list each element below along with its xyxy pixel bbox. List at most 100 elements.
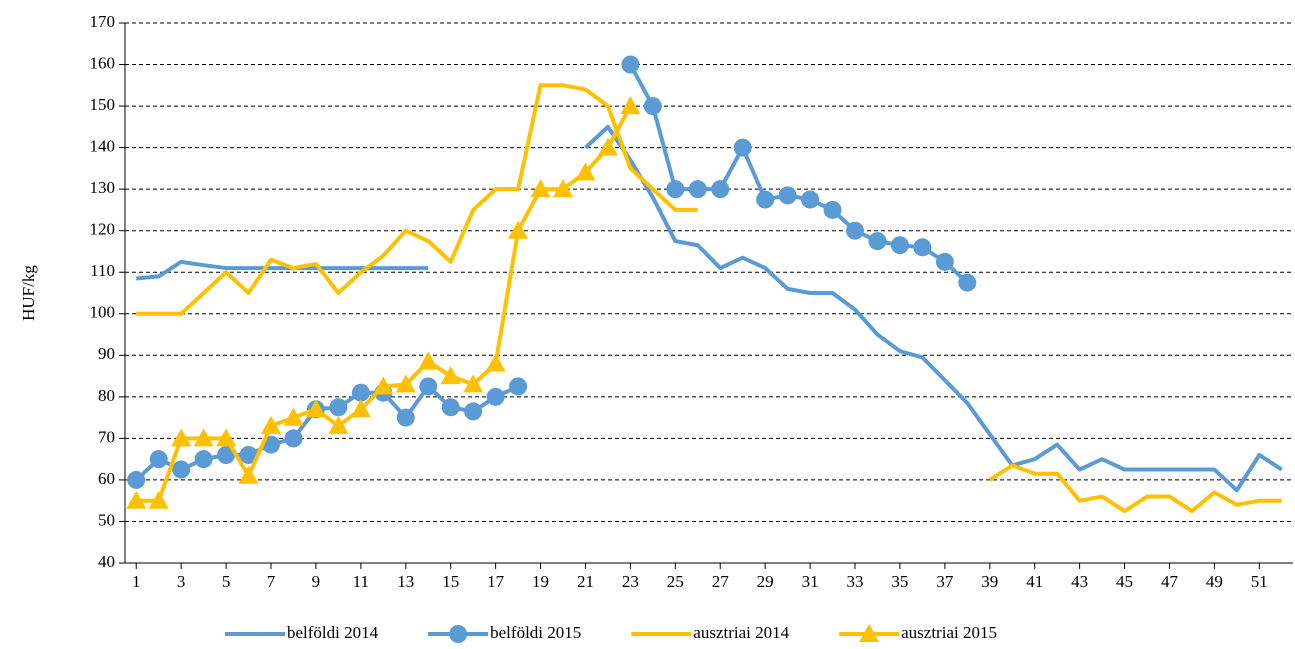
marker <box>463 374 484 393</box>
marker <box>643 97 662 116</box>
y-axis-label: HUF/kg <box>19 265 38 321</box>
x-tick-label: 15 <box>442 572 459 591</box>
x-tick-label: 45 <box>1116 572 1133 591</box>
y-tick-label: 40 <box>98 552 115 571</box>
y-tick-label: 50 <box>98 510 115 529</box>
x-tick-label: 19 <box>532 572 549 591</box>
marker <box>553 179 573 198</box>
x-tick-label: 43 <box>1071 572 1088 591</box>
x-tick-label: 51 <box>1251 572 1268 591</box>
marker <box>778 186 797 205</box>
marker <box>149 450 168 469</box>
marker <box>283 407 304 426</box>
y-tick-label: 120 <box>90 220 116 239</box>
marker <box>868 232 887 251</box>
marker <box>284 429 303 448</box>
marker <box>238 465 259 484</box>
x-tick-label: 47 <box>1161 572 1179 591</box>
marker <box>148 490 169 509</box>
marker <box>127 470 146 489</box>
x-tick-label: 5 <box>222 572 231 591</box>
x-tick-label: 35 <box>891 572 908 591</box>
marker <box>958 273 977 292</box>
y-tick-label: 140 <box>90 137 116 156</box>
y-tick-label: 70 <box>98 427 115 446</box>
marker <box>508 220 529 239</box>
marker <box>859 624 880 642</box>
marker <box>419 377 438 396</box>
marker <box>217 446 236 464</box>
marker <box>194 450 213 469</box>
marker <box>666 180 685 199</box>
marker <box>239 446 258 464</box>
legend-label: ausztriai 2015 <box>901 623 997 642</box>
x-tick-label: 23 <box>622 572 639 591</box>
legend-label: belföldi 2015 <box>490 623 581 642</box>
x-tick-label: 37 <box>936 572 954 591</box>
x-tick-label: 39 <box>981 572 998 591</box>
marker <box>620 96 641 115</box>
series-line <box>584 124 1283 493</box>
marker <box>756 190 775 209</box>
marker <box>597 137 618 156</box>
marker <box>373 376 394 395</box>
marker <box>890 236 909 255</box>
marker <box>441 398 460 417</box>
marker <box>509 377 528 396</box>
y-tick-label: 80 <box>98 386 115 405</box>
marker <box>351 383 370 402</box>
marker <box>688 180 707 199</box>
x-tick-label: 29 <box>757 572 774 591</box>
marker <box>711 180 730 199</box>
marker <box>126 490 147 509</box>
x-tick-label: 41 <box>1026 572 1043 591</box>
series-line <box>988 463 1282 514</box>
marker <box>193 428 214 447</box>
x-tick-label: 31 <box>802 572 819 591</box>
marker <box>171 428 192 447</box>
y-tick-label: 110 <box>90 261 115 280</box>
marker <box>440 366 461 385</box>
series-line <box>134 384 519 482</box>
x-tick-label: 1 <box>132 572 141 591</box>
marker <box>305 399 326 418</box>
y-tick-label: 90 <box>98 344 115 363</box>
series-line <box>136 83 698 316</box>
x-tick-label: 25 <box>667 572 684 591</box>
marker <box>329 398 348 417</box>
x-tick-label: 11 <box>353 572 369 591</box>
marker <box>350 399 371 418</box>
marker <box>913 238 932 257</box>
y-tick-label: 160 <box>90 53 116 72</box>
y-tick-label: 170 <box>90 12 116 31</box>
y-tick-label: 130 <box>90 178 116 197</box>
y-tick-label: 60 <box>98 469 115 488</box>
marker <box>172 460 191 479</box>
marker <box>801 190 820 209</box>
y-tick-label: 150 <box>90 95 116 114</box>
marker <box>464 402 483 421</box>
marker <box>733 138 752 157</box>
marker <box>846 221 864 240</box>
x-tick-label: 21 <box>577 572 594 591</box>
x-tick-label: 33 <box>847 572 864 591</box>
marker <box>216 428 237 447</box>
marker <box>486 387 505 406</box>
x-tick-label: 13 <box>397 572 414 591</box>
series-line <box>136 259 429 281</box>
marker <box>935 252 954 271</box>
marker <box>328 415 349 434</box>
marker <box>395 374 416 393</box>
marker <box>621 55 640 74</box>
legend-label: ausztriai 2014 <box>693 623 789 642</box>
x-tick-label: 17 <box>487 572 505 591</box>
marker <box>396 408 415 427</box>
x-tick-label: 49 <box>1206 572 1223 591</box>
marker <box>575 162 596 181</box>
marker <box>823 200 842 219</box>
marker <box>261 415 281 434</box>
x-tick-label: 3 <box>177 572 186 591</box>
marker <box>449 625 468 643</box>
marker <box>418 351 439 370</box>
